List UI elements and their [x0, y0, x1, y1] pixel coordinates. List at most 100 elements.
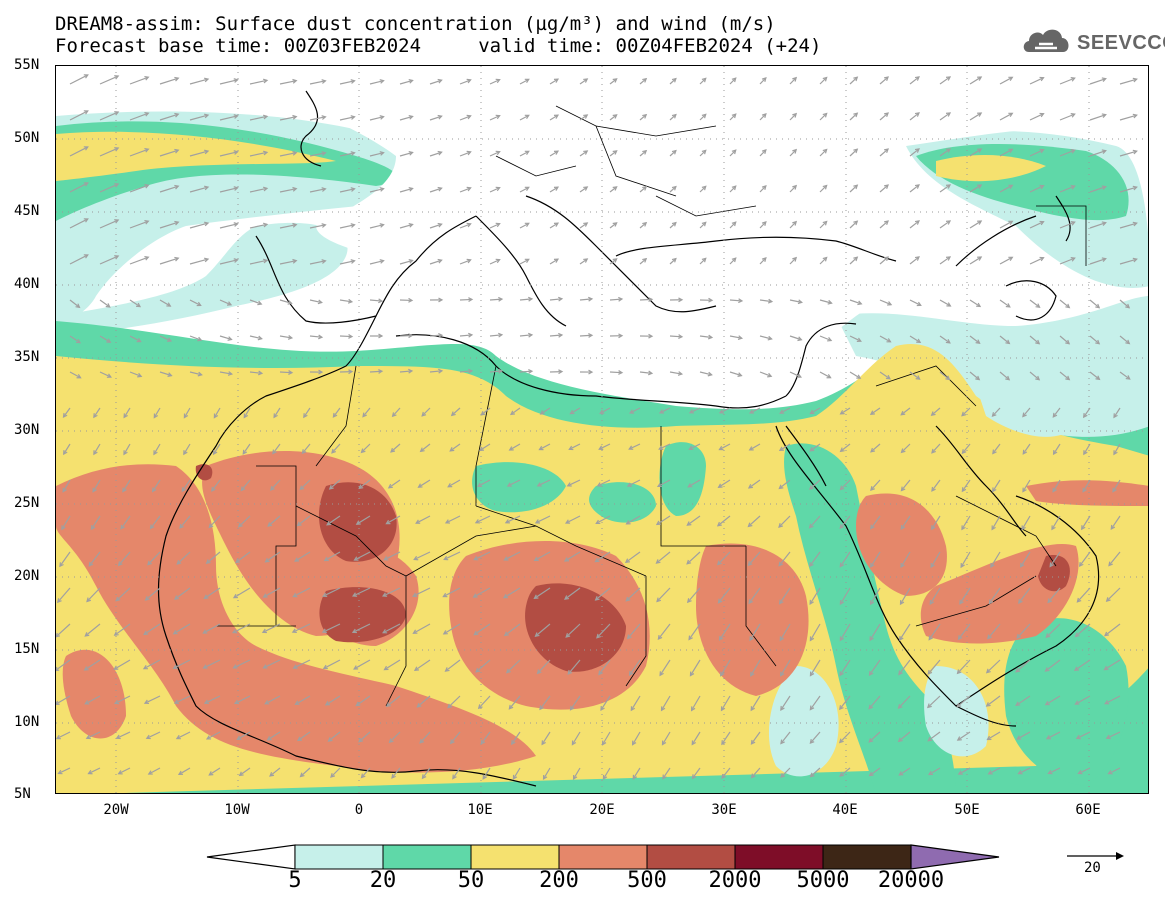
wind-arrow-head: [1110, 524, 1116, 530]
wind-arrow-head: [1039, 256, 1045, 262]
wind-arrow-head: [701, 149, 707, 155]
wind-arrow: [819, 77, 828, 85]
wind-arrow: [1119, 114, 1137, 121]
wind-arrow: [999, 148, 1013, 157]
wind-arrow-head: [594, 557, 600, 563]
wind-arrow: [639, 150, 647, 157]
wind-arrow: [99, 371, 112, 378]
wind-arrow-head: [533, 556, 539, 561]
wind-arrow: [264, 695, 281, 705]
wind-arrow-head: [417, 483, 423, 488]
wind-arrow: [174, 695, 191, 704]
wind-arrow: [325, 695, 341, 706]
wind-arrow: [328, 731, 341, 742]
wind-arrow-head: [379, 259, 385, 264]
wind-arrow-head: [1035, 339, 1041, 345]
wind-arrow: [480, 407, 491, 416]
wind-arrow-head: [677, 371, 684, 376]
wind-arrow: [729, 185, 737, 193]
wind-arrow: [86, 731, 101, 739]
wind-arrow-head: [211, 486, 216, 492]
wind-arrow-head: [257, 300, 263, 306]
wind-arrow: [939, 184, 951, 193]
wind-arrow: [189, 258, 209, 265]
wind-arrow-head: [945, 148, 952, 153]
wind-arrow-head: [1015, 667, 1021, 673]
wind-arrow-head: [927, 669, 933, 675]
wind-arrow: [729, 221, 737, 229]
wind-arrow-head: [900, 562, 905, 569]
wind-arrow-head: [114, 75, 120, 80]
wind-arrow: [688, 623, 701, 640]
wind-arrow: [309, 260, 326, 265]
wind-arrow-head: [809, 739, 815, 745]
wind-arrow-head: [822, 76, 828, 82]
wind-arrow: [609, 298, 623, 301]
wind-arrow: [839, 731, 851, 743]
lat-label: 55N: [14, 57, 40, 73]
wind-arrow-head: [625, 520, 631, 525]
wind-arrow-head: [563, 557, 570, 562]
wind-arrow: [459, 79, 471, 85]
wind-arrow-head: [870, 562, 875, 568]
wind-arrow-head: [945, 220, 952, 225]
wind-arrow: [629, 659, 641, 676]
wind-arrow: [445, 515, 461, 524]
wind-arrow: [1119, 150, 1137, 157]
wind-arrow-head: [558, 369, 564, 375]
wind-arrow-head: [583, 258, 589, 263]
wind-arrow-head: [898, 771, 904, 776]
wind-arrow: [958, 767, 971, 775]
wind-arrow: [659, 443, 671, 450]
wind-arrow: [629, 407, 641, 414]
wind-arrow: [969, 112, 982, 121]
wind-arrow: [459, 115, 471, 121]
wind-arrow: [849, 335, 862, 342]
wind-arrow: [1059, 335, 1070, 345]
wind-arrow: [339, 188, 355, 193]
wind-arrow: [579, 334, 593, 337]
wind-arrow: [750, 731, 761, 745]
wind-arrow-head: [383, 665, 389, 671]
wind-arrow: [459, 334, 473, 337]
wind-arrow: [386, 695, 401, 707]
wind-arrow: [720, 695, 731, 711]
wind-arrow-head: [868, 737, 874, 743]
wind-arrow-head: [288, 370, 294, 375]
wind-arrow-head: [571, 740, 577, 746]
wind-arrow: [639, 222, 647, 229]
wind-arrow-head: [987, 634, 992, 640]
wind-arrow: [927, 695, 941, 708]
wind-arrow-head: [931, 448, 936, 454]
wind-arrow-head: [473, 556, 479, 561]
wind-arrow: [909, 112, 920, 121]
wind-arrow-head: [1132, 221, 1138, 227]
wind-arrow: [369, 370, 383, 373]
wind-arrow-head: [596, 482, 602, 487]
wind-arrow-head: [900, 486, 906, 492]
wind-arrow: [789, 257, 797, 265]
wind-arrow-head: [628, 670, 634, 676]
wind-arrow: [579, 114, 588, 121]
wind-arrow-head: [553, 150, 560, 155]
wind-arrow: [879, 335, 891, 343]
wind-arrow: [489, 115, 500, 121]
wind-arrow: [144, 695, 161, 704]
wind-arrow: [541, 731, 551, 745]
wind-reference-label: 20: [1084, 860, 1101, 876]
wind-arrow: [839, 659, 851, 676]
wind-arrow-head: [884, 148, 890, 153]
wind-arrow: [810, 767, 821, 778]
wind-arrow: [459, 298, 473, 301]
wind-arrow-head: [322, 664, 328, 670]
wind-arrow-head: [869, 636, 874, 642]
wind-arrow: [270, 479, 281, 491]
lat-label: 5N: [14, 786, 31, 802]
wind-arrow-head: [990, 562, 995, 569]
wind-arrow-head: [977, 256, 983, 261]
wind-arrow: [242, 443, 251, 455]
wind-arrow-head: [1101, 113, 1107, 118]
wind-arrow-head: [408, 333, 414, 339]
wind-arrow-head: [642, 221, 648, 227]
wind-arrow-head: [986, 735, 992, 741]
